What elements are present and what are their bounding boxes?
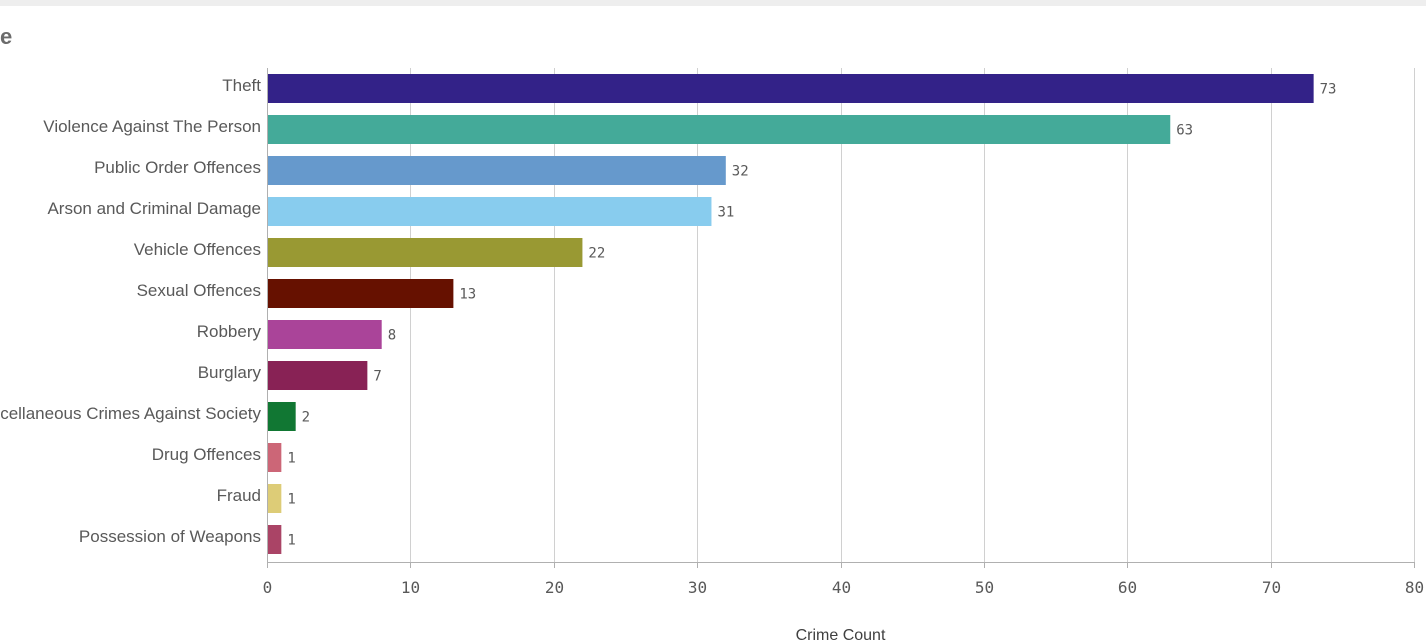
category-label: Burglary (198, 363, 262, 382)
x-axis: 0 10 20 30 40 50 60 70 80 (263, 68, 1424, 597)
x-tick-label: 60 (1118, 578, 1137, 597)
x-tick-label: 10 (401, 578, 420, 597)
category-label: Vehicle Offences (134, 240, 261, 259)
bar[interactable] (267, 115, 1171, 144)
bar[interactable] (267, 74, 1314, 103)
value-label: 8 (388, 328, 396, 344)
category-label: Sexual Offences (137, 281, 261, 300)
category-label: Theft (222, 76, 261, 95)
category-labels: Theft Violence Against The Person Public O… (0, 76, 261, 546)
x-axis-title: Crime Count (796, 627, 886, 642)
x-tick-label: 0 (263, 578, 273, 597)
gridlines (410, 68, 1415, 562)
category-label: Drug Offences (152, 445, 261, 464)
value-label: 31 (717, 205, 734, 221)
category-label: Possession of Weapons (79, 527, 261, 546)
bar[interactable] (267, 402, 296, 431)
bar[interactable] (267, 361, 368, 390)
value-labels: 73 63 32 31 22 13 8 7 2 1 1 1 (287, 82, 1336, 549)
x-tick-label: 20 (545, 578, 564, 597)
bar[interactable] (267, 525, 282, 554)
value-label: 22 (588, 246, 605, 262)
x-tick-label: 70 (1262, 578, 1281, 597)
category-label: Violence Against The Person (43, 117, 261, 136)
bar[interactable] (267, 238, 583, 267)
value-label: 32 (732, 164, 749, 180)
value-label: 1 (287, 492, 295, 508)
value-label: 73 (1320, 82, 1337, 98)
value-label: 2 (302, 410, 310, 426)
x-tick-label: 50 (975, 578, 994, 597)
x-tick-label: 80 (1405, 578, 1424, 597)
chart-title: e (0, 24, 13, 49)
category-label: Miscellaneous Crimes Against Society (0, 404, 261, 423)
bar[interactable] (267, 197, 712, 226)
category-label: Public Order Offences (94, 158, 261, 177)
value-label: 1 (287, 533, 295, 549)
bar[interactable] (267, 279, 454, 308)
bar[interactable] (267, 484, 282, 513)
value-label: 7 (373, 369, 381, 385)
category-label: Arson and Criminal Damage (47, 199, 261, 218)
value-label: 63 (1176, 123, 1193, 139)
bar[interactable] (267, 443, 282, 472)
top-bar (0, 0, 1426, 6)
category-label: Fraud (217, 486, 261, 505)
bar[interactable] (267, 320, 382, 349)
bars (267, 74, 1314, 554)
x-tick-label: 30 (688, 578, 707, 597)
bar[interactable] (267, 156, 726, 185)
value-label: 1 (287, 451, 295, 467)
category-label: Robbery (197, 322, 262, 341)
value-label: 13 (459, 287, 476, 303)
x-tick-label: 40 (832, 578, 851, 597)
